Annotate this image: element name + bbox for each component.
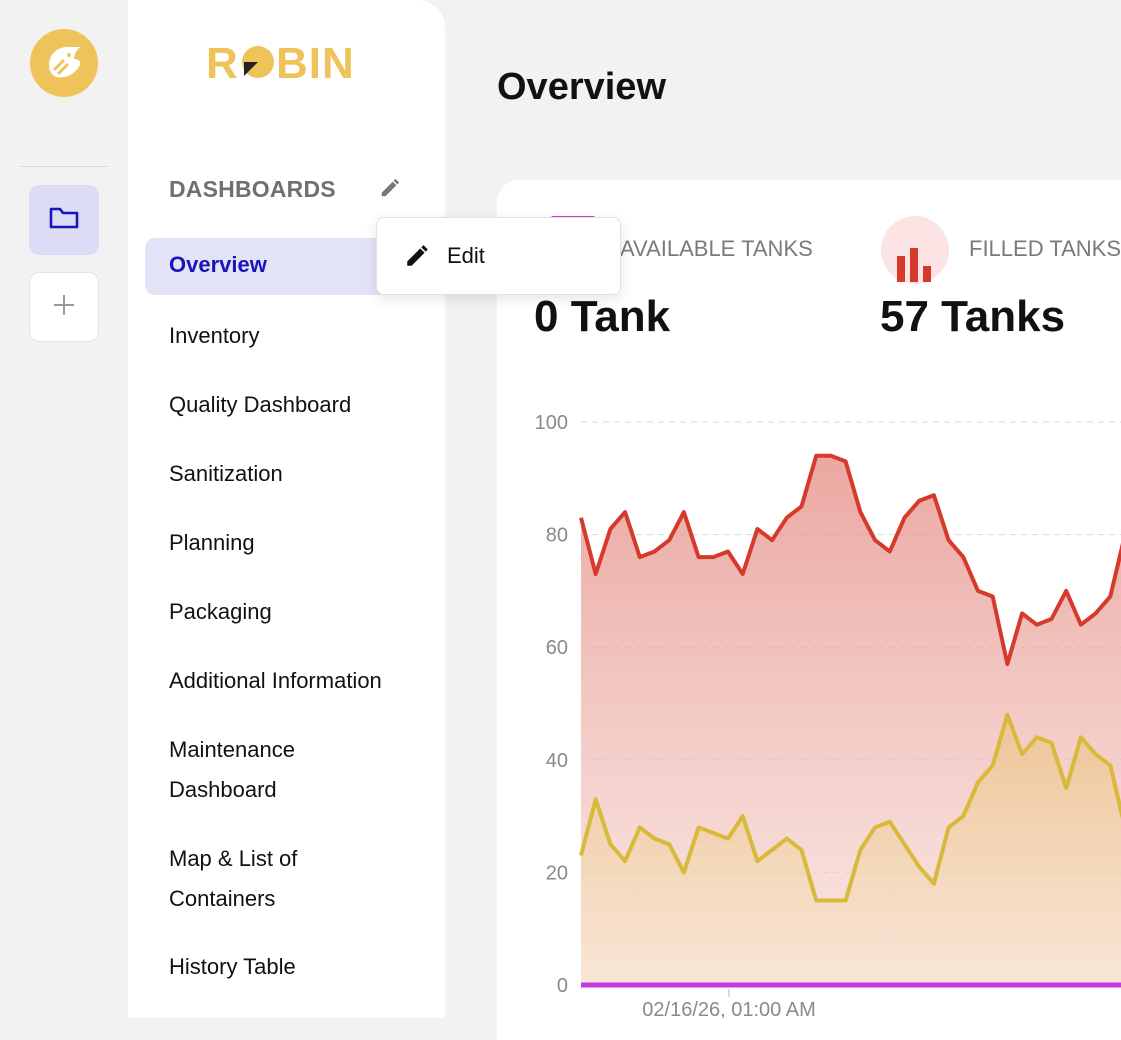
- logo-icon[interactable]: [30, 29, 98, 97]
- plus-icon: [52, 293, 76, 322]
- pencil-icon: [379, 177, 401, 204]
- edit-dashboards-button[interactable]: [376, 176, 404, 204]
- sidebar-item-history-table[interactable]: History Table: [169, 954, 296, 979]
- folder-icon: [49, 205, 79, 236]
- available-tanks-value: 0 Tank: [534, 292, 671, 341]
- sidebar-item-maintenance-dashboard[interactable]: Maintenance Dashboard: [169, 737, 295, 802]
- icon-rail: [0, 0, 128, 1018]
- dashboard-edit-menu: Edit: [376, 217, 621, 295]
- filled-tanks-label: FILLED TANKS: [969, 236, 1121, 261]
- rail-divider: [20, 166, 108, 167]
- bar-chart-icon: [881, 216, 949, 284]
- sidebar-item-planning[interactable]: Planning: [169, 530, 255, 555]
- edit-menu-item[interactable]: Edit: [377, 218, 620, 294]
- sidebar-item-quality-dashboard[interactable]: Quality Dashboard: [169, 392, 352, 417]
- sidebar-item-inventory[interactable]: Inventory: [169, 323, 260, 348]
- svg-text:BIN: BIN: [276, 40, 355, 84]
- edit-menu-label: Edit: [447, 243, 485, 268]
- svg-text:R: R: [206, 40, 239, 84]
- sidebar-panel: [128, 0, 445, 1018]
- sidebar-item-map-list-containers[interactable]: Map & List of Containers: [169, 846, 298, 911]
- page-title: Overview: [497, 66, 666, 108]
- folder-button[interactable]: [29, 185, 99, 255]
- sidebar-item-additional-information[interactable]: Additional Information: [169, 668, 382, 693]
- pencil-icon: [403, 242, 431, 270]
- add-dashboard-button[interactable]: [29, 272, 99, 342]
- sidebar-item-overview[interactable]: [145, 238, 395, 295]
- sidebar-item-label: Overview: [169, 252, 267, 277]
- filled-tanks-value: 57 Tanks: [880, 292, 1066, 341]
- available-tanks-label: AVAILABLE TANKS: [620, 236, 813, 261]
- sidebar-item-sanitization[interactable]: Sanitization: [169, 461, 283, 486]
- sidebar-item-packaging[interactable]: Packaging: [169, 599, 272, 624]
- dashboards-section-title: DASHBOARDS: [169, 176, 336, 202]
- robin-logo: R BIN: [206, 39, 366, 89]
